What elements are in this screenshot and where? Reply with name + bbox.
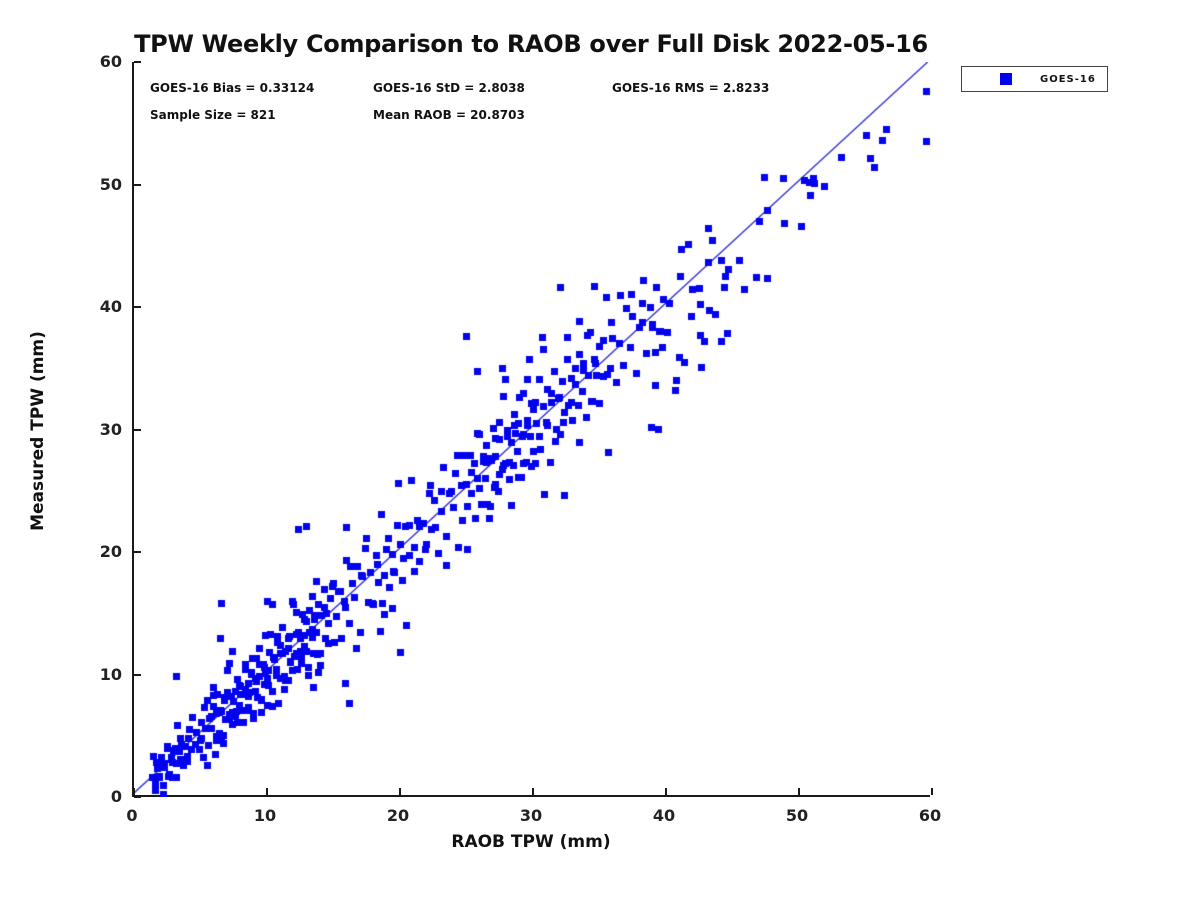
x-tick-label: 40	[652, 806, 676, 825]
scatter-canvas	[134, 62, 932, 797]
y-tick-mark	[134, 183, 141, 186]
y-axis-label: Measured TPW (mm)	[28, 331, 48, 531]
x-tick-label: 10	[253, 806, 277, 825]
x-tick-mark	[266, 788, 268, 795]
x-tick-mark	[532, 788, 534, 795]
legend-square-marker-icon	[1000, 73, 1012, 85]
y-tick-label: 60	[99, 52, 122, 71]
y-tick-label: 20	[99, 542, 122, 561]
x-tick-mark	[665, 788, 667, 795]
x-tick-label: 60	[918, 806, 942, 825]
chart-title: TPW Weekly Comparison to RAOB over Full …	[134, 30, 928, 58]
y-tick-mark	[134, 428, 141, 431]
y-tick-mark	[134, 673, 141, 676]
y-tick-mark	[134, 551, 141, 553]
legend-label: GOES-16	[1040, 74, 1096, 85]
plot-area	[132, 61, 933, 798]
y-tick-mark	[134, 796, 141, 798]
x-tick-mark	[399, 788, 401, 795]
x-tick-label: 30	[519, 806, 543, 825]
y-tick-label: 40	[99, 297, 122, 316]
x-tick-label: 50	[785, 806, 809, 825]
x-axis-label: RAOB TPW (mm)	[451, 832, 611, 852]
legend-box: GOES-16	[961, 66, 1108, 92]
x-tick-mark	[133, 788, 135, 795]
y-tick-label: 10	[99, 664, 122, 684]
x-tick-mark	[931, 788, 933, 795]
y-tick-mark	[134, 306, 141, 308]
y-tick-mark	[134, 61, 141, 63]
x-tick-label: 20	[386, 806, 410, 825]
y-tick-label: 0	[110, 787, 122, 806]
y-tick-label: 30	[99, 419, 122, 439]
y-tick-label: 50	[99, 174, 122, 194]
x-tick-label: 0	[126, 806, 138, 825]
x-tick-mark	[798, 788, 800, 795]
